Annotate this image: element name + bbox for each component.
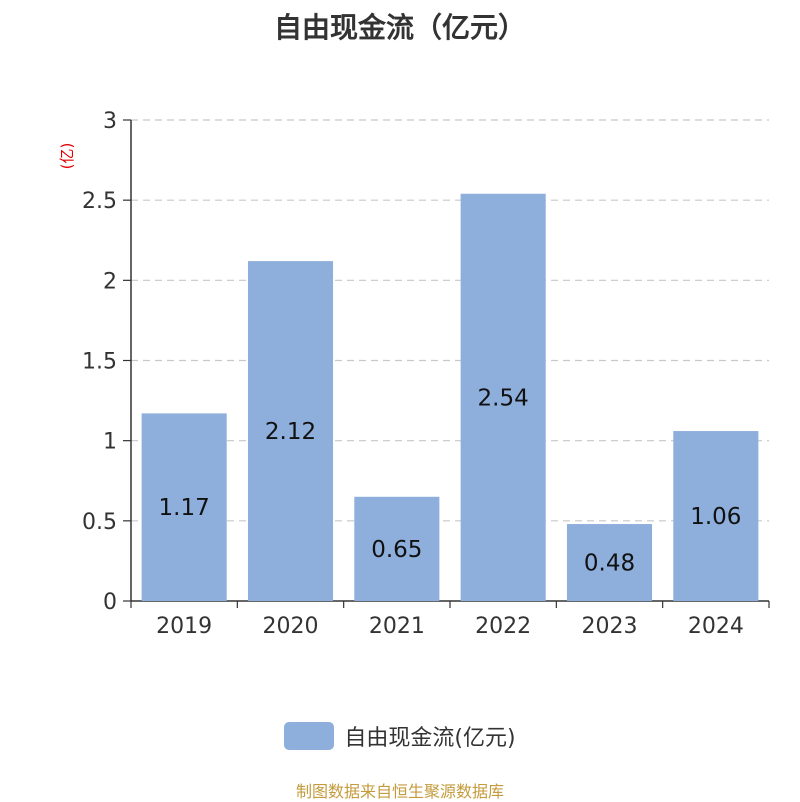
bar-2022[interactable] [460, 193, 546, 601]
x-tick-label: 2021 [369, 614, 425, 639]
bar-2020[interactable] [247, 261, 334, 601]
chart-title: 自由现金流（亿元） [273, 11, 526, 44]
bar-value-label: 0.48 [584, 551, 635, 577]
y-tick-label: 1 [103, 430, 117, 455]
bar-value-label: 2.54 [478, 385, 529, 411]
y-tick-label: 1.5 [82, 350, 117, 375]
y-tick-label: 3 [103, 109, 117, 134]
legend-label: 自由现金流(亿元) [344, 726, 516, 751]
x-tick-label: 2022 [475, 614, 531, 639]
legend-swatch [284, 722, 335, 750]
y-tick-label: 2 [103, 269, 117, 294]
x-axis: 2019 2020 2021 2022 2023 2024 [130, 600, 770, 639]
y-axis-label: (亿) [58, 143, 76, 170]
bar-2019[interactable] [141, 413, 227, 601]
legend[interactable]: 自由现金流(亿元) [0, 720, 800, 752]
bar-2021[interactable] [354, 496, 440, 601]
y-tick-label: 0.5 [82, 510, 117, 535]
bar-2024[interactable] [673, 431, 759, 601]
x-tick-label: 2023 [582, 614, 638, 639]
grid-lines [131, 119, 769, 522]
source-note: 制图数据来自恒生聚源数据库 [295, 782, 504, 801]
bar-value-label: 1.17 [159, 495, 210, 521]
y-tick-label: 0 [103, 590, 117, 615]
y-tick-label: 2.5 [82, 189, 117, 214]
x-tick-label: 2019 [156, 614, 212, 639]
bar-value-label: 2.12 [265, 419, 316, 445]
bar-2023[interactable] [566, 524, 653, 601]
bar-value-label: 0.65 [371, 537, 422, 563]
bars: 1.17 2.12 0.65 2.54 0.48 1.06 [141, 193, 759, 601]
x-tick-label: 2024 [688, 614, 744, 639]
bar-value-label: 1.06 [690, 504, 741, 530]
y-axis: 0 0.5 1 1.5 2 2.5 3 [82, 109, 132, 615]
x-tick-label: 2020 [263, 614, 319, 639]
